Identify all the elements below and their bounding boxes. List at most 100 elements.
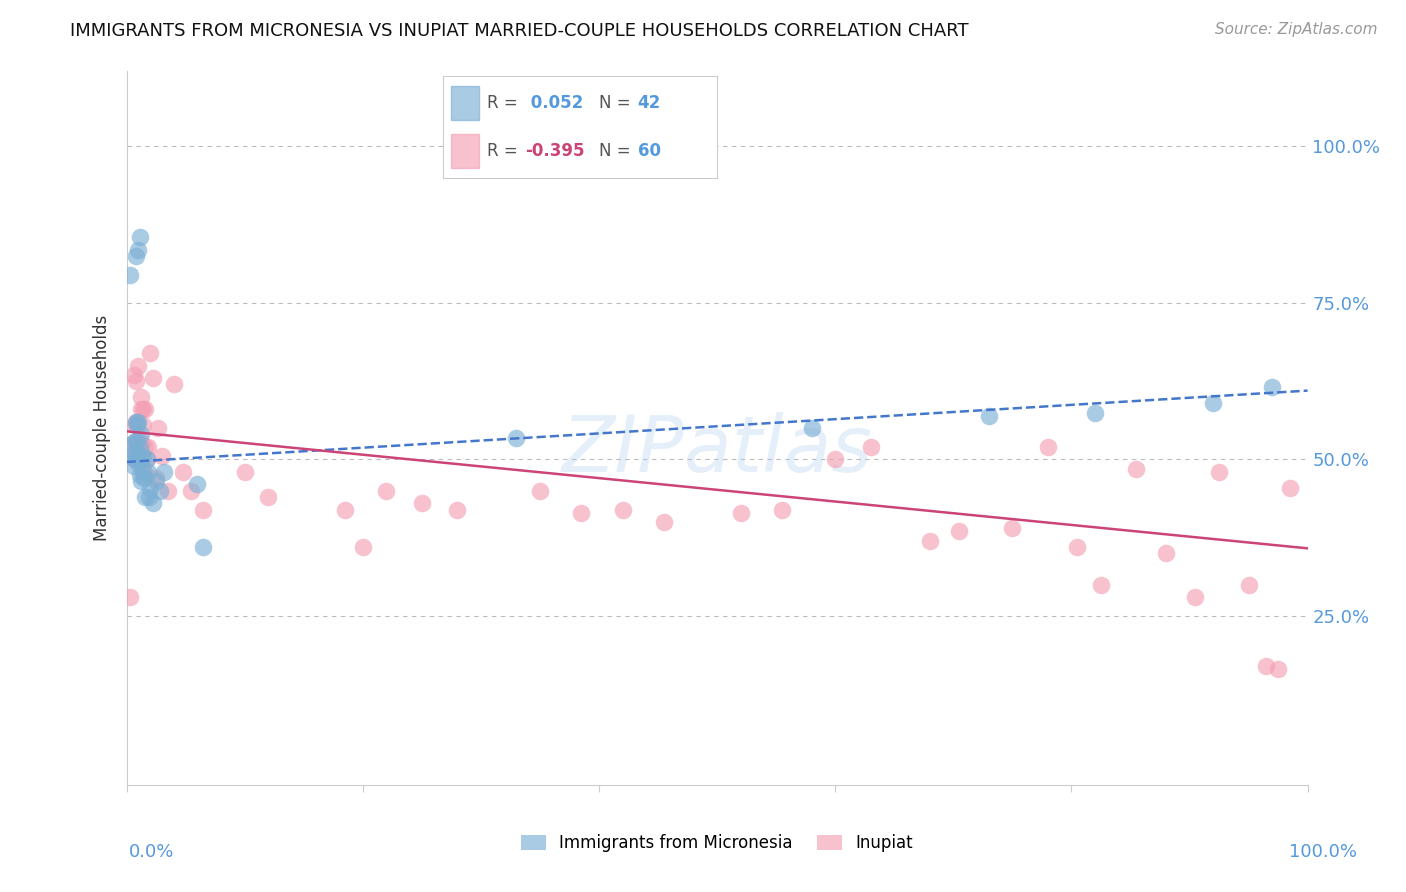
Point: [1001, 521, 1024, 535]
Point: [1090, 577, 1112, 591]
Point: [148, 421, 170, 435]
Point: [127, 434, 149, 448]
Point: [141, 496, 163, 510]
Point: [145, 471, 167, 485]
Point: [122, 458, 145, 473]
Point: [172, 465, 194, 479]
Point: [125, 415, 148, 429]
Point: [233, 465, 256, 479]
Bar: [451, 87, 478, 120]
Point: [132, 417, 155, 432]
Point: [257, 490, 280, 504]
Point: [139, 481, 162, 495]
Point: [136, 465, 159, 479]
Point: [612, 502, 634, 516]
Point: [770, 502, 793, 516]
Point: [127, 437, 149, 451]
Point: [129, 475, 152, 489]
Point: [1208, 465, 1230, 479]
Point: [730, 506, 752, 520]
Y-axis label: Married-couple Households: Married-couple Households: [93, 315, 111, 541]
Point: [135, 452, 157, 467]
Point: [446, 502, 468, 516]
Point: [1278, 481, 1301, 495]
Point: [180, 483, 202, 498]
Point: [1184, 590, 1206, 604]
Point: [824, 452, 846, 467]
Point: [1036, 440, 1059, 454]
Point: [128, 468, 150, 483]
Point: [134, 490, 156, 504]
Point: [150, 450, 173, 464]
Point: [125, 452, 148, 467]
Point: [1267, 662, 1289, 676]
Point: [1256, 659, 1278, 673]
Point: [139, 346, 162, 360]
Text: R =: R =: [486, 94, 523, 112]
Point: [127, 415, 149, 429]
Point: [132, 450, 155, 464]
Point: [156, 483, 179, 498]
Point: [1154, 546, 1177, 560]
Text: IMMIGRANTS FROM MICRONESIA VS INUPIAT MARRIED-COUPLE HOUSEHOLDS CORRELATION CHAR: IMMIGRANTS FROM MICRONESIA VS INUPIAT MA…: [70, 22, 969, 40]
Point: [141, 371, 163, 385]
Point: [125, 249, 148, 263]
Point: [153, 465, 176, 479]
Text: Source: ZipAtlas.com: Source: ZipAtlas.com: [1215, 22, 1378, 37]
Point: [120, 590, 142, 604]
Point: [186, 477, 208, 491]
Point: [125, 415, 148, 429]
Point: [859, 440, 882, 454]
Point: [127, 417, 149, 432]
Point: [132, 465, 155, 479]
Text: R =: R =: [486, 142, 523, 161]
Point: [127, 359, 149, 373]
Point: [129, 427, 152, 442]
Point: [145, 475, 167, 489]
Point: [129, 402, 152, 417]
Point: [352, 540, 374, 554]
Point: [124, 446, 146, 460]
Text: -0.395: -0.395: [526, 142, 585, 161]
Point: [121, 437, 143, 451]
Point: [569, 506, 592, 520]
Point: [132, 402, 155, 417]
Point: [193, 540, 215, 554]
Bar: [451, 135, 478, 168]
Point: [333, 502, 356, 516]
Point: [121, 437, 143, 451]
Point: [120, 268, 142, 282]
Point: [134, 465, 156, 479]
Point: [127, 450, 149, 464]
Point: [124, 417, 146, 432]
Point: [128, 230, 150, 244]
Point: [163, 377, 186, 392]
Point: [411, 496, 433, 510]
Point: [193, 502, 215, 516]
Point: [122, 368, 145, 382]
Legend: Immigrants from Micronesia, Inupiat: Immigrants from Micronesia, Inupiat: [515, 828, 920, 859]
Point: [138, 490, 160, 504]
Point: [1125, 462, 1147, 476]
Point: [135, 452, 157, 467]
Point: [375, 483, 398, 498]
Text: N =: N =: [599, 142, 636, 161]
Point: [134, 471, 156, 485]
Text: 42: 42: [637, 94, 661, 112]
Text: ZIPatlas: ZIPatlas: [561, 411, 873, 488]
Point: [505, 431, 527, 445]
Point: [948, 524, 970, 539]
Point: [1084, 405, 1107, 419]
Point: [134, 440, 156, 454]
Point: [134, 402, 156, 417]
Point: [131, 452, 153, 467]
Text: 0.052: 0.052: [526, 94, 583, 112]
Point: [149, 483, 172, 498]
Point: [127, 243, 149, 257]
Text: 60: 60: [637, 142, 661, 161]
Point: [127, 450, 149, 464]
Text: N =: N =: [599, 94, 636, 112]
Point: [129, 390, 152, 404]
Point: [800, 421, 823, 435]
Point: [1261, 380, 1284, 394]
